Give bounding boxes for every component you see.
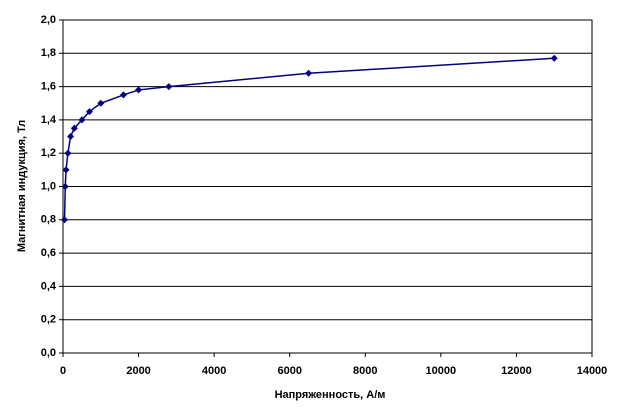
- series-line: [63, 57, 555, 220]
- x-tick-label: 6000: [277, 365, 301, 377]
- y-tick-label: 0,4: [41, 280, 57, 292]
- data-point: [61, 183, 69, 190]
- data-point: [62, 166, 70, 174]
- data-point: [165, 83, 173, 91]
- x-tick-label: 14000: [577, 365, 608, 377]
- data-point: [85, 108, 93, 116]
- data-point: [550, 54, 558, 62]
- y-tick-label: 0,8: [41, 214, 56, 226]
- y-tick-label: 2,0: [41, 14, 56, 26]
- data-point: [135, 86, 143, 94]
- data-point: [67, 133, 75, 141]
- data-point: [78, 116, 86, 124]
- data-point: [119, 91, 127, 99]
- data-point: [61, 216, 69, 224]
- x-tick-label: 8000: [353, 365, 377, 377]
- x-tick-label: 12000: [501, 365, 532, 377]
- data-point: [70, 124, 78, 132]
- y-tick-label: 1,6: [41, 81, 56, 93]
- y-tick-label: 1,4: [41, 114, 57, 126]
- y-axis-title: Магнитная индукция, Тл: [16, 120, 28, 252]
- data-point: [305, 69, 313, 77]
- x-tick-label: 2000: [126, 365, 150, 377]
- y-tick-label: 0,6: [41, 247, 56, 259]
- y-tick-label: 0,0: [41, 347, 56, 359]
- data-point: [97, 99, 105, 107]
- y-tick-label: 1,0: [41, 180, 56, 192]
- y-tick-label: 1,8: [41, 47, 56, 59]
- x-tick-label: 4000: [202, 365, 226, 377]
- data-point: [64, 149, 72, 157]
- x-tick-label: 10000: [426, 365, 457, 377]
- y-tick-label: 0,2: [41, 314, 56, 326]
- y-tick-label: 1,2: [41, 147, 56, 159]
- x-axis-title: Напряженность, А/м: [275, 389, 386, 401]
- x-tick-label: 0: [60, 365, 66, 377]
